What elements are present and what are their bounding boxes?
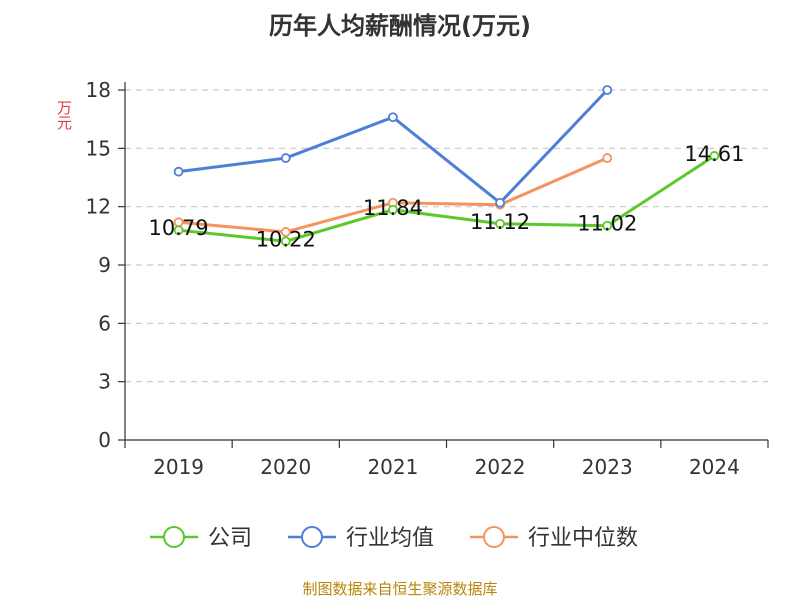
data-point [709,151,720,161]
legend-label: 公司 [208,526,252,551]
y-tick-label: 3 [98,370,111,394]
data-label: 10.22 [256,227,316,251]
y-tick-label: 12 [86,195,111,219]
data-source-note: 制图数据来自恒生聚源数据库 [302,580,498,598]
y-tick-label: 15 [86,136,111,160]
series-line [178,154,716,243]
data-point [602,153,613,163]
data-point [173,225,184,236]
chart-title: 历年人均薪酬情况(万元) [269,12,531,40]
legend-marker [163,526,185,548]
y-axis-unit-label: 万元 [55,100,73,130]
legend-label: 行业中位数 [528,526,638,551]
data-point [388,112,398,123]
x-tick-label: 2019 [153,455,204,479]
data-point [602,85,613,95]
x-tick-label: 2024 [689,455,740,479]
data-point [388,204,398,215]
x-tick-label: 2022 [475,455,526,479]
x-tick-label: 2023 [582,455,633,479]
legend-marker [301,526,323,548]
data-label: 11.84 [363,196,423,220]
y-tick-label: 6 [98,311,111,335]
data-point [602,220,613,231]
data-label: 10.79 [149,216,209,240]
y-tick-label: 0 [98,428,111,452]
data-point [280,227,291,237]
y-tick-label: 9 [98,253,111,277]
x-tick-label: 2021 [367,455,418,479]
data-label: 11.02 [577,212,637,236]
data-point [495,218,505,229]
data-point [173,166,184,177]
data-point [495,197,505,208]
data-point [280,236,291,247]
legend-label: 行业均值 [346,526,434,551]
x-tick-label: 2020 [260,455,311,479]
data-label: 11.12 [470,210,530,234]
y-tick-label: 18 [86,78,111,102]
data-point [280,153,291,163]
legend-marker [483,526,505,548]
data-label: 14.61 [684,142,744,166]
